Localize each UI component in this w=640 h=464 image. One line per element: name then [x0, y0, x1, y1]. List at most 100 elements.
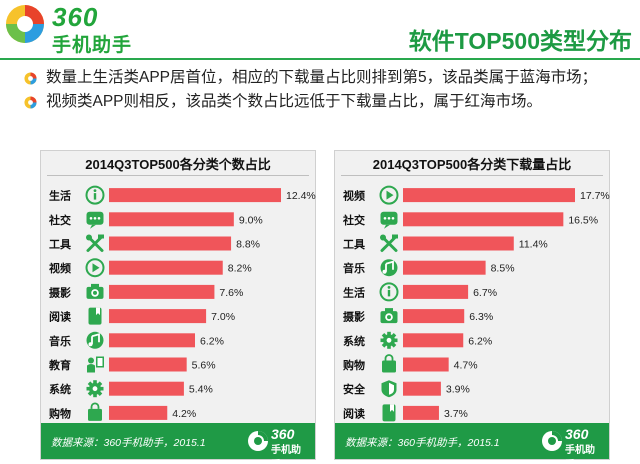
play-icon — [379, 185, 399, 205]
tools-icon — [86, 234, 104, 252]
chart-panel-count: 2014Q3TOP500各分类个数占比 生活 12.4% 社交 9.0% 工具 8.8% 视… — [40, 150, 316, 464]
bar — [403, 381, 441, 396]
category-label: 工具 — [343, 238, 365, 251]
logo-number: 360 — [271, 426, 295, 442]
value-label: 3.7% — [444, 408, 468, 420]
bar — [109, 309, 207, 324]
bar — [403, 236, 514, 251]
source-note: 数据来源：360手机助手，2015.1 — [345, 437, 500, 449]
book-icon — [88, 307, 102, 325]
bullet-item: 数量上生活类APP居首位，相应的下载量占比则排到第5，该品类属于蓝海市场； — [22, 66, 632, 90]
bar — [109, 381, 184, 396]
value-label: 5.6% — [192, 360, 216, 372]
chart-title: 2014Q3TOP500各分类下载量占比 — [372, 157, 572, 172]
bar — [403, 284, 469, 299]
source-note: 数据来源：360手机助手，2015.1 — [51, 437, 206, 449]
category-label: 生活 — [49, 189, 71, 203]
category-label: 社交 — [342, 213, 365, 227]
logo-text: 手机助手 — [271, 445, 301, 464]
bullet-logo-icon — [24, 96, 37, 109]
page-title: 软件TOP500类型分布 — [408, 28, 632, 54]
category-label: 购物 — [49, 406, 71, 420]
category-label: 摄影 — [343, 310, 365, 324]
value-label: 7.6% — [219, 287, 243, 299]
value-label: 6.2% — [200, 335, 224, 347]
value-label: 7.0% — [211, 311, 235, 323]
footer-logo: 360 手机助手 — [247, 426, 309, 464]
bar — [109, 284, 215, 299]
category-label: 购物 — [343, 358, 365, 372]
category-label: 工具 — [49, 238, 71, 251]
camera-icon — [86, 283, 104, 299]
category-label: 生活 — [343, 285, 365, 299]
category-label: 音乐 — [49, 334, 71, 348]
info-icon — [379, 282, 399, 302]
chat-icon — [86, 211, 104, 229]
bullet-list: 数量上生活类APP居首位，相应的下载量占比则排到第5，该品类属于蓝海市场； 视频… — [22, 66, 632, 114]
value-label: 6.2% — [468, 335, 492, 347]
logo-number: 360 — [52, 2, 99, 32]
panel-footer: 数据来源：360手机助手，2015.1 360 手机助手 — [41, 423, 315, 464]
gear-icon — [380, 331, 398, 349]
logo-text: 手机助手 — [52, 35, 133, 56]
360-logo-ball-icon — [6, 5, 44, 43]
chart-panel-download: 2014Q3TOP500各分类下载量占比 视频 17.7% 社交 16.5% 工具 11.… — [334, 150, 610, 464]
title-divider — [341, 175, 603, 176]
value-label: 6.7% — [473, 287, 497, 299]
logo-number: 360 — [565, 426, 589, 442]
category-label: 系统 — [343, 334, 365, 348]
bar — [403, 357, 449, 372]
info-icon — [85, 185, 105, 205]
bar — [109, 212, 234, 227]
360-logo-ball-icon — [248, 431, 268, 451]
logo-text: 手机助手 — [565, 445, 595, 464]
value-label: 16.5% — [568, 214, 598, 226]
music-icon — [380, 259, 398, 277]
value-label: 6.3% — [469, 311, 493, 323]
category-label: 安全 — [343, 382, 366, 396]
bar — [109, 405, 168, 420]
bar-chart-download: 视频 17.7% 社交 16.5% 工具 11.4% 音乐 8.5% 生活 6.7% 摄影 6.3% 系… — [342, 185, 610, 422]
header-divider — [0, 58, 640, 60]
category-label: 视频 — [49, 261, 71, 275]
shopping-bag-icon — [382, 354, 396, 373]
gear-icon — [86, 380, 104, 398]
bar — [403, 405, 439, 420]
value-label: 8.8% — [236, 239, 260, 251]
value-label: 4.7% — [454, 360, 478, 372]
category-label: 阅读 — [343, 406, 365, 420]
category-label: 摄影 — [49, 285, 71, 299]
bullet-text: 视频类APP则相反，该品类个数占比远低于下载量占比，属于红海市场。 — [46, 93, 543, 110]
bar — [109, 260, 223, 275]
bar — [403, 260, 486, 275]
value-label: 8.5% — [491, 263, 515, 275]
camera-icon — [380, 308, 398, 324]
title-divider — [47, 175, 309, 176]
shopping-bag-icon — [88, 402, 102, 421]
book-icon — [382, 404, 396, 422]
category-label: 系统 — [49, 382, 71, 396]
panel-footer: 数据来源：360手机助手，2015.1 360 手机助手 — [335, 423, 609, 464]
category-label: 阅读 — [49, 310, 71, 324]
360-logo-ball-icon — [542, 431, 562, 451]
bar — [403, 309, 465, 324]
shield-icon — [381, 380, 397, 398]
category-label: 教育 — [48, 358, 71, 372]
value-label: 4.2% — [172, 408, 196, 420]
bar — [109, 333, 195, 348]
bar — [403, 188, 575, 203]
value-label: 8.2% — [228, 263, 252, 275]
play-icon — [85, 258, 105, 278]
value-label: 5.4% — [189, 384, 213, 396]
bullet-item: 视频类APP则相反，该品类个数占比远低于下载量占比，属于红海市场。 — [22, 90, 632, 114]
value-label: 9.0% — [239, 214, 263, 226]
education-icon — [87, 356, 104, 373]
category-label: 社交 — [48, 213, 71, 227]
value-label: 3.9% — [446, 384, 470, 396]
category-label: 音乐 — [343, 261, 365, 275]
bullet-text: 数量上生活类APP居首位，相应的下载量占比则排到第5，该品类属于蓝海市场； — [46, 69, 598, 86]
chat-icon — [380, 211, 398, 229]
header: 360 手机助手 软件TOP500类型分布 — [0, 0, 640, 62]
music-icon — [86, 331, 104, 349]
bar — [109, 357, 187, 372]
